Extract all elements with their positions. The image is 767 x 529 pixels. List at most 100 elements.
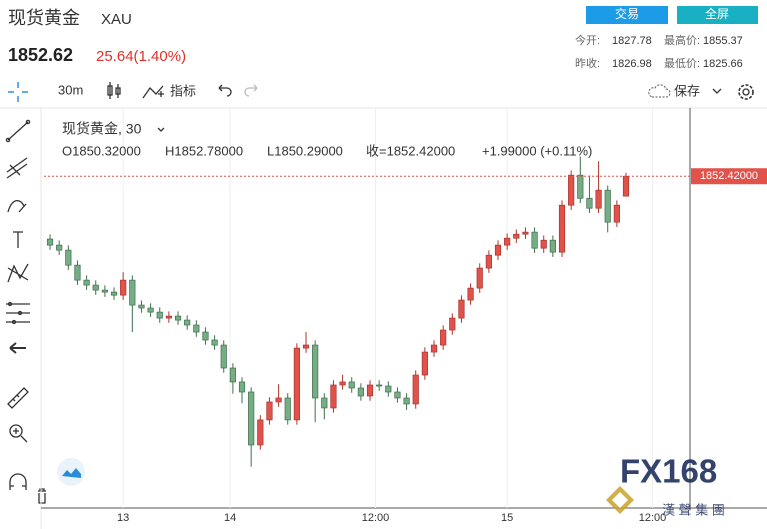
candle-body — [412, 374, 419, 405]
candle-body — [321, 397, 328, 409]
instrument-symbol: XAU — [101, 11, 132, 28]
candle-body — [110, 291, 118, 296]
watermark-brand: FX168 — [620, 453, 717, 490]
candle-body — [266, 401, 273, 421]
fullscreen-button[interactable] — [677, 6, 758, 24]
candle-body — [540, 239, 547, 249]
settings[interactable] — [738, 84, 754, 100]
candle-body — [366, 384, 374, 397]
candle-body — [156, 311, 163, 319]
candle-body — [65, 249, 72, 266]
candle-body — [440, 329, 447, 346]
candle-body — [56, 244, 63, 251]
legend-close: 收=1852.42000 — [366, 143, 455, 158]
x-tick-label: 12:00 — [639, 512, 667, 524]
candle-body — [357, 387, 364, 397]
legend-low: L1850.29000 — [267, 143, 343, 158]
x-tick-label: 15 — [501, 512, 513, 524]
indicator-icon[interactable] — [142, 85, 164, 99]
indicators[interactable]: 指标 — [170, 83, 196, 98]
candle-body — [293, 347, 300, 421]
candle-body — [558, 204, 566, 253]
candle-body — [284, 397, 291, 421]
candle-type-icon[interactable] — [107, 82, 121, 99]
undo[interactable] — [218, 84, 232, 97]
candle-body — [312, 344, 319, 399]
candle-body — [330, 384, 337, 409]
save[interactable]: 保存 — [674, 83, 700, 98]
candle-body — [238, 381, 246, 393]
drawing-tools[interactable] — [5, 119, 46, 504]
stat-value: 1827.78 — [612, 35, 652, 47]
last-price: 1852.62 — [8, 45, 73, 65]
candle-body — [129, 279, 136, 306]
candle-body — [220, 344, 227, 369]
candle-body — [138, 304, 145, 309]
candle-body — [165, 315, 172, 319]
candle-body — [513, 233, 520, 239]
candle-body — [449, 317, 456, 331]
candle-body — [476, 267, 483, 289]
candle-body — [568, 174, 575, 206]
candle-body — [46, 238, 54, 246]
candle-body — [174, 315, 182, 321]
crosshair-tool[interactable] — [8, 82, 28, 102]
stat-value: 1825.66 — [703, 58, 743, 70]
candle-body — [613, 204, 620, 223]
candle-body — [504, 237, 511, 246]
legend-change: +1.99000 (+0.11%) — [482, 143, 592, 158]
legend-menu[interactable] — [157, 127, 165, 132]
trade-button[interactable] — [586, 6, 668, 24]
candle-body — [549, 239, 556, 253]
watermark-sub: 漢 聲 集 團 — [662, 502, 725, 517]
stat-label: 昨收: — [575, 56, 600, 70]
redo[interactable] — [244, 84, 258, 97]
candle-body — [522, 231, 529, 235]
candle-body — [229, 367, 236, 383]
candle-body — [92, 284, 99, 291]
candle-body — [184, 319, 191, 326]
candle-body — [74, 264, 81, 281]
interval[interactable]: 30m — [58, 82, 83, 97]
candle-body — [494, 244, 502, 256]
legend-title: 现货黄金, 30 — [62, 121, 142, 137]
stat-label: 最低价: — [664, 57, 700, 70]
stat-label: 最高价: — [664, 33, 700, 47]
candle-body — [430, 344, 438, 353]
candle-body — [577, 174, 584, 199]
candle-body — [302, 344, 310, 349]
candle-body — [348, 381, 355, 389]
plot — [44, 108, 690, 508]
candle-body — [376, 384, 383, 387]
candle-body — [622, 175, 630, 197]
save-menu[interactable] — [712, 88, 722, 94]
candle-body — [385, 385, 392, 393]
candle-body — [275, 397, 282, 403]
logo-badge[interactable] — [57, 458, 85, 486]
candle-body — [83, 279, 90, 286]
candle-body — [421, 351, 428, 376]
candle-body — [531, 231, 538, 249]
price-change: 25.64(1.40%) — [96, 48, 186, 65]
logo-icon — [62, 468, 81, 478]
candle-body — [604, 189, 611, 223]
candle-body — [339, 381, 346, 386]
last-price-tag — [691, 168, 767, 185]
candle-body — [248, 391, 255, 446]
candle-body — [120, 279, 127, 296]
x-tick-label: 12:00 — [362, 512, 390, 524]
candle-body — [467, 287, 474, 301]
candle-body — [257, 419, 264, 446]
candle-body — [101, 289, 108, 293]
legend-high: H1852.78000 — [165, 143, 243, 158]
cloud-icon[interactable] — [648, 84, 671, 98]
stat-value: 1826.98 — [612, 58, 652, 70]
x-tick-label: 14 — [224, 512, 236, 524]
candle-body — [193, 324, 200, 333]
candle-body — [394, 391, 401, 399]
trade-button-label[interactable]: 交易 — [615, 6, 639, 21]
fullscreen-button-label[interactable]: 全屏 — [705, 6, 729, 21]
candle-body — [403, 397, 410, 405]
